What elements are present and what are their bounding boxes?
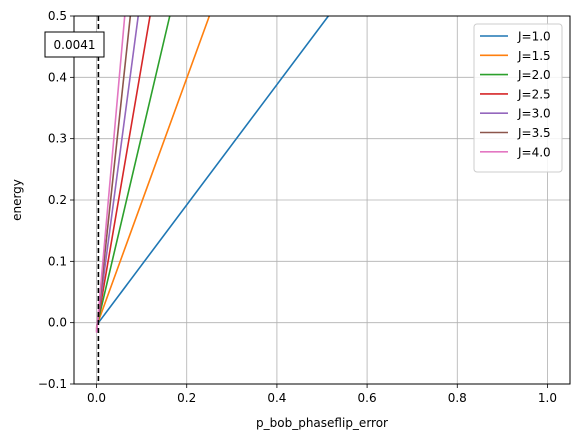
series-line [95,16,126,333]
y-axis-ticks: −0.1 0.0 0.1 0.2 0.3 0.4 0.5 [38,9,74,391]
series-line [95,16,132,332]
series-line [95,16,211,327]
x-tick-label: 0.2 [177,391,196,405]
annotation-text: 0.0041 [54,38,96,52]
legend-label: J=3.0 [517,107,551,121]
legend-box [473,23,563,173]
series-line [95,16,151,330]
legend-label: J=1.5 [517,49,551,63]
y-tick-label: 0.1 [48,254,67,268]
x-tick-label: 1.0 [538,391,557,405]
x-axis-ticks: 0.0 0.2 0.4 0.6 0.8 1.0 [87,384,557,405]
legend-label: J=3.5 [517,126,551,140]
series-layer [95,16,330,333]
legend-label: J=2.0 [517,68,551,82]
y-tick-label: 0.3 [48,132,67,146]
y-axis-label: energy [10,179,24,221]
y-tick-label: −0.1 [38,377,67,391]
x-tick-label: 0.8 [448,391,467,405]
y-tick-label: 0.2 [48,193,67,207]
legend-label: J=4.0 [517,145,551,159]
legend-label: J=2.5 [517,87,551,101]
annotation-box [44,31,105,58]
series-line [95,16,140,331]
y-tick-label: 0.4 [48,70,67,84]
x-tick-label: 0.4 [267,391,286,405]
series-line [95,16,330,326]
x-tick-label: 0.6 [358,391,377,405]
x-tick-label: 0.0 [87,391,106,405]
legend: J=1.0 J=1.5 J=2.0 J=2.5 J=3.0 J=3.5 J=4.0 [473,23,563,173]
series-line [95,16,171,328]
y-tick-label: 0.0 [48,316,67,330]
y-tick-label: 0.5 [48,9,67,23]
x-axis-label: p_bob_phaseflip_error [256,416,388,430]
legend-label: J=1.0 [517,30,551,44]
value-annotation: 0.0041 [44,31,105,58]
